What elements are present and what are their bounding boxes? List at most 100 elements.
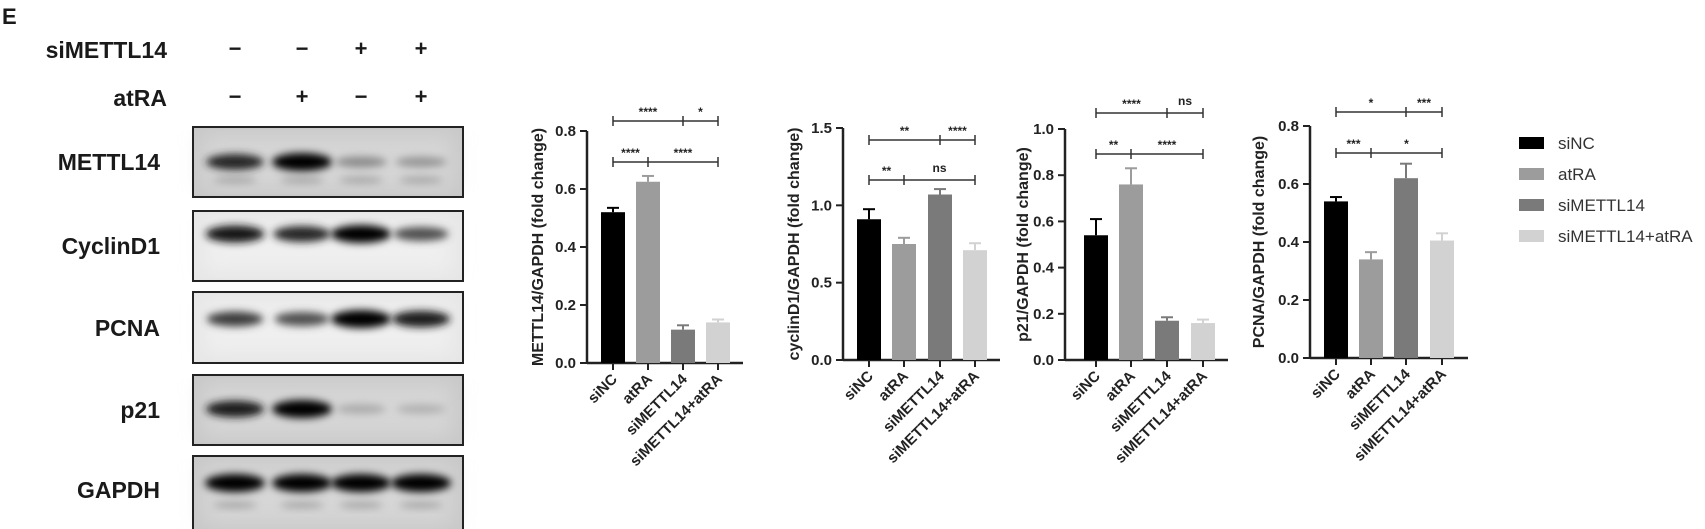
legend-swatch: [1519, 137, 1544, 149]
y-tick-label: 0.0: [1033, 352, 1054, 369]
legend-label: siMETTL14: [1558, 196, 1645, 215]
y-tick-label: 0.8: [1033, 167, 1054, 184]
y-tick-label: 0.6: [1278, 176, 1299, 193]
x-tick-label: siNC: [585, 371, 621, 407]
blot-band: [331, 474, 391, 492]
significance-label: ****: [674, 146, 693, 160]
blot-background-shading: [203, 464, 453, 524]
significance-label: ***: [1346, 137, 1360, 151]
blot-band: [331, 225, 391, 243]
treatment-sign: +: [296, 84, 309, 109]
bar-siMETTL14: [671, 329, 695, 363]
y-axis-label: PCNA/GAPDH (fold change): [1251, 136, 1268, 348]
legend-item: atRA: [1519, 165, 1596, 184]
treatment-sign: +: [355, 36, 368, 61]
treatment-sign: −: [229, 36, 242, 61]
blot-band: [391, 474, 451, 492]
y-axis-label: p21/GAPDH (fold change): [1015, 147, 1032, 342]
blot-band: [331, 310, 391, 328]
significance-label: *: [698, 105, 703, 119]
y-tick-label: 1.0: [1033, 121, 1054, 138]
y-tick-label: 0.6: [1033, 213, 1054, 230]
x-tick-label: siNC: [841, 368, 877, 404]
legend-item: siMETTL14: [1519, 196, 1645, 215]
blot-background-shading: [203, 300, 453, 355]
bar-atRA: [892, 244, 916, 360]
blot-minor-band: [213, 502, 257, 508]
blot-panel-GAPDH: [192, 455, 464, 529]
x-tick-label: siNC: [1068, 368, 1104, 404]
bar-siMETTL14+atRA: [963, 250, 987, 360]
y-axis-label: cyclinD1/GAPDH (fold change): [786, 128, 803, 361]
blot-minor-band: [339, 502, 383, 508]
blot-row-label: CyclinD1: [62, 233, 161, 259]
chart-1: 0.0 0.2 0.4 0.6 0.8 METTL14/GAPDH (fold chang…: [530, 105, 743, 470]
significance-label: ****: [1122, 97, 1141, 111]
chart-4: 0.0 0.2 0.4 0.6 0.8 PCNA/GAPDH (fold change) s…: [1251, 96, 1468, 465]
significance-label: ****: [621, 146, 640, 160]
legend-swatch: [1519, 199, 1544, 211]
blot-band: [335, 156, 387, 168]
blot-band: [205, 400, 265, 418]
blot-frame: [192, 126, 464, 198]
blot-frame: [192, 291, 464, 364]
significance-label: ns: [1178, 94, 1192, 108]
legend-item: siNC: [1519, 134, 1595, 153]
treatment-label: atRA: [113, 85, 167, 111]
blot-band: [205, 225, 265, 243]
y-tick-label: 0.5: [811, 275, 832, 292]
bar-siMETTL14+atRA: [706, 322, 730, 363]
blot-frame: [192, 455, 464, 529]
bar-siNC: [1324, 201, 1348, 358]
blot-minor-band: [213, 177, 257, 183]
bar-atRA: [636, 181, 660, 363]
y-tick-label: 0.4: [555, 239, 577, 256]
blot-minor-band: [399, 502, 443, 508]
bar-siNC: [1084, 235, 1108, 360]
bar-atRA: [1359, 259, 1383, 358]
legend-item: siMETTL14+atRA: [1519, 227, 1693, 246]
bar-siNC: [601, 212, 625, 363]
blot-band: [393, 227, 449, 241]
y-tick-label: 0.8: [555, 123, 576, 140]
y-tick-label: 0.2: [1033, 306, 1054, 323]
legend-label: atRA: [1558, 165, 1596, 184]
significance-label: ns: [932, 161, 946, 175]
treatment-sign: −: [296, 36, 309, 61]
blot-row-label: GAPDH: [77, 477, 160, 503]
bar-siMETTL14+atRA: [1430, 240, 1454, 358]
significance-label: *: [1369, 96, 1374, 110]
y-tick-label: 1.0: [811, 197, 832, 214]
significance-label: ****: [948, 124, 967, 138]
significance-label: **: [900, 124, 910, 138]
blot-band: [336, 404, 386, 414]
blot-band: [272, 400, 332, 418]
x-tick-label: siNC: [1308, 366, 1344, 402]
blot-band: [206, 311, 264, 327]
blot-band: [396, 404, 446, 414]
y-tick-label: 1.5: [811, 120, 832, 137]
blot-frame: [192, 374, 464, 446]
y-tick-label: 0.8: [1278, 118, 1299, 135]
treatment-sign: −: [229, 84, 242, 109]
significance-label: *: [1404, 137, 1409, 151]
bar-siMETTL14: [1394, 178, 1418, 358]
legend: siNC atRA siMETTL14 siMETTL14+atRA: [1519, 134, 1693, 246]
y-tick-label: 0.0: [1278, 350, 1299, 367]
treatment-sign: −: [355, 84, 368, 109]
y-tick-label: 0.0: [555, 355, 576, 372]
blot-band: [391, 310, 451, 328]
blot-minor-band: [280, 502, 324, 508]
blot-panel-p21: [192, 374, 464, 446]
blot-row-label: METTL14: [58, 149, 160, 175]
bar-atRA: [1119, 184, 1143, 360]
y-tick-label: 0.2: [555, 297, 576, 314]
blot-panel-PCNA: [192, 291, 464, 364]
panel-label: E: [2, 4, 17, 29]
blot-band: [272, 153, 332, 171]
blot-minor-band: [339, 177, 383, 183]
y-tick-label: 0.4: [1278, 234, 1300, 251]
treatment-label: siMETTL14: [46, 37, 168, 63]
